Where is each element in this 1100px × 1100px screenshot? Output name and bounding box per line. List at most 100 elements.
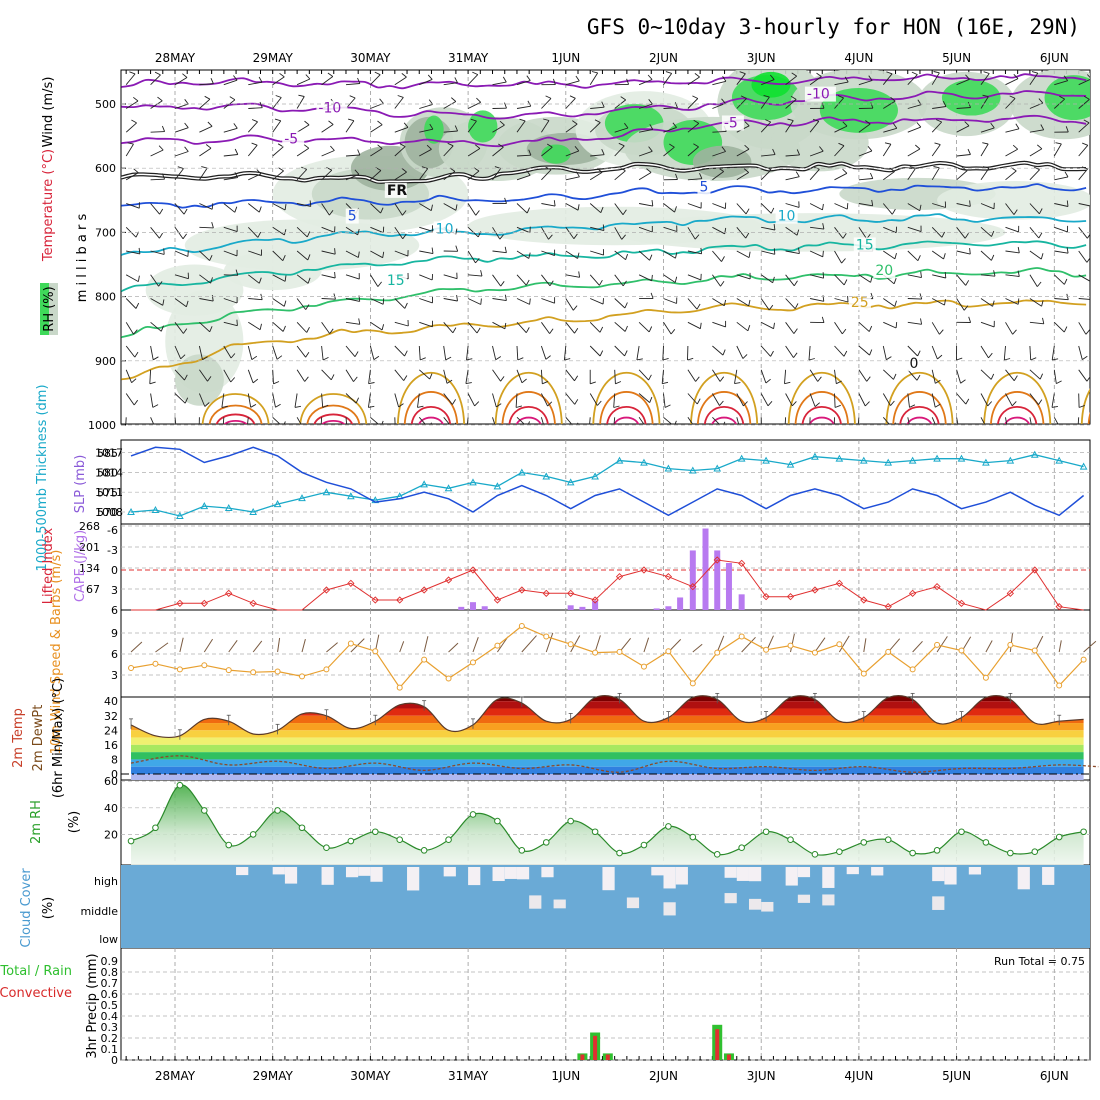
wind-barb xyxy=(221,393,225,408)
wind-barb xyxy=(370,74,381,86)
wind-barb-flag xyxy=(719,376,725,382)
wind-barb-flag xyxy=(211,203,214,210)
wind-barb xyxy=(345,345,356,357)
wind-barb-flag xyxy=(773,224,776,231)
wind-barb xyxy=(345,274,360,280)
wind10m-barb xyxy=(1083,640,1097,653)
wind-barb xyxy=(712,171,724,181)
wind-barb-flag xyxy=(934,403,941,408)
wind-barb-flag xyxy=(160,325,164,332)
wind-barb xyxy=(907,321,922,325)
wind-barb xyxy=(980,203,995,210)
wind-barb xyxy=(199,203,213,210)
wind-barb xyxy=(296,321,308,333)
wind-barb-flag xyxy=(649,124,654,130)
rh2m-marker xyxy=(347,837,355,845)
diurnal-isotherm xyxy=(990,391,1045,424)
wind-barb xyxy=(540,345,547,360)
wind-barb xyxy=(639,129,653,133)
top-date-label: 29MAY xyxy=(253,51,294,65)
li-marker xyxy=(1031,566,1039,574)
wind10m-barb xyxy=(130,641,143,653)
wind-barb xyxy=(516,416,525,424)
wind-barb-flag xyxy=(870,102,874,109)
wind-barb-flag xyxy=(159,232,163,239)
temp-band xyxy=(131,744,1084,753)
wind-barb-flag xyxy=(495,356,502,361)
wind-barb-flag xyxy=(259,101,263,108)
wind-barb xyxy=(418,168,429,181)
wind-barb-flag xyxy=(334,248,336,255)
wind-barb xyxy=(419,148,432,157)
rh2m-marker xyxy=(616,849,623,857)
rh-blob xyxy=(175,354,224,406)
wind10m-marker xyxy=(323,666,330,673)
thickness-marker xyxy=(713,464,722,472)
wind-barb-flag xyxy=(569,95,576,99)
wind-barb xyxy=(1005,322,1013,335)
wind-barb xyxy=(614,298,626,309)
wind-barb-flag xyxy=(601,101,605,108)
wind-barb xyxy=(736,227,747,239)
wind-barb-flag xyxy=(202,356,208,361)
wind-barb xyxy=(492,369,501,382)
wind-barb-flag xyxy=(133,168,139,174)
legend-precip-units: 3hr Precip (mm) xyxy=(85,953,100,1058)
wind-barb-flag xyxy=(674,102,678,108)
top-date-label: 1JUN xyxy=(551,51,580,65)
legend-temp-units: (6hr Min/Max) (°C) xyxy=(51,678,66,798)
wind-barb-flag xyxy=(476,327,481,334)
cape-bar xyxy=(677,597,684,610)
wind-barb xyxy=(712,298,725,307)
wind10m-marker xyxy=(494,642,501,649)
wind-barb xyxy=(345,173,360,181)
wind-barb xyxy=(1005,393,1013,407)
wind-barb-flag xyxy=(528,149,532,156)
wind-barb-flag xyxy=(475,144,481,149)
isotherm-label: -10 xyxy=(807,87,830,103)
wind10m-marker xyxy=(616,648,623,655)
wind-barb xyxy=(1078,227,1088,239)
wind-barb xyxy=(638,321,650,333)
wind-barb xyxy=(687,203,702,209)
thickness-marker xyxy=(615,456,624,464)
wind-barb-flag xyxy=(329,210,334,216)
li-marker xyxy=(396,596,404,604)
wind-barb xyxy=(931,393,936,408)
wind-barb xyxy=(540,393,549,407)
wind-barb-flag xyxy=(421,166,428,170)
wind-barb xyxy=(467,120,477,133)
precip-tick-label: 0 xyxy=(111,1054,118,1067)
cape-bar xyxy=(689,550,696,610)
thickness-marker xyxy=(982,458,990,466)
wind10m-marker xyxy=(934,641,941,648)
thickness-marker xyxy=(811,452,819,460)
wind-barb-flag xyxy=(664,404,671,408)
wind10m-marker xyxy=(396,684,403,691)
li-marker xyxy=(738,559,746,567)
temp-tick-label: 8 xyxy=(111,753,118,766)
wind-barb xyxy=(125,417,127,424)
wind-barb-flag xyxy=(816,72,822,77)
li-marker xyxy=(322,586,331,594)
wind-barb xyxy=(931,322,940,335)
wind-barb xyxy=(932,106,947,109)
wind-barb-flag xyxy=(1064,171,1069,178)
wind10m-marker xyxy=(543,633,550,640)
wind-barb-flag xyxy=(329,328,334,334)
wind-barb-flag xyxy=(574,399,579,405)
rh-blob xyxy=(751,71,791,98)
wind-barb-flag xyxy=(624,325,628,332)
wind10m-barb xyxy=(545,632,554,653)
wind-barb-flag xyxy=(624,350,628,357)
panel-frame xyxy=(120,947,1091,1061)
wind-barb-flag xyxy=(890,400,895,406)
cloud-tick-label: middle xyxy=(80,905,118,918)
wind-barb-flag xyxy=(723,299,727,306)
wind-barb-flag xyxy=(256,169,262,175)
wind-barb-flag xyxy=(1059,95,1065,100)
wind10m-barb xyxy=(252,640,263,653)
wind-barb xyxy=(1005,78,1019,86)
